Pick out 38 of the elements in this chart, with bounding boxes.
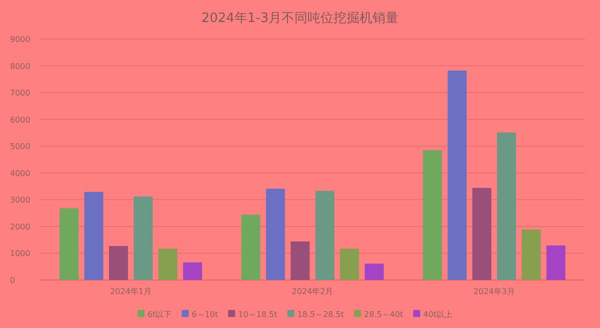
bar — [183, 262, 202, 280]
y-tick-label: 6000 — [10, 115, 30, 124]
y-tick-label: 4000 — [10, 168, 30, 178]
bar — [472, 188, 492, 280]
y-tick-label: 0 — [10, 276, 16, 285]
bar — [134, 196, 153, 280]
x-tick-label: 2024年3月 — [473, 287, 515, 296]
bar — [340, 248, 360, 280]
legend-label: 10～18.5t — [238, 310, 278, 319]
bar — [60, 208, 79, 280]
bar — [241, 214, 260, 280]
y-tick-label: 2000 — [10, 222, 30, 232]
y-tick-label: 3000 — [10, 196, 30, 205]
y-tick-label: 8000 — [10, 62, 30, 71]
chart-title: 2024年1-3月不同吨位挖掘机销量 — [201, 11, 399, 26]
legend-label: 6t以下 — [147, 310, 172, 319]
x-tick-label: 2024年1月 — [110, 287, 152, 296]
bar — [522, 229, 541, 280]
y-tick-label: 9000 — [10, 35, 30, 44]
bar — [422, 150, 442, 280]
legend-label: 18.5～28.5t — [297, 310, 344, 319]
y-tick-label: 7000 — [10, 88, 30, 98]
bar — [364, 264, 384, 280]
bar — [497, 132, 516, 280]
bar — [158, 248, 178, 280]
x-tick-label: 2024年2月 — [292, 287, 334, 296]
bar — [546, 245, 566, 280]
bar — [266, 188, 285, 280]
bar — [290, 241, 310, 280]
legend-label: 28.5～40t — [364, 310, 404, 319]
legend-label: 40t以上 — [423, 310, 453, 319]
bar — [84, 192, 104, 280]
y-tick-label: 5000 — [10, 142, 30, 152]
y-tick-label: 1000 — [10, 249, 30, 258]
bar — [448, 70, 467, 280]
bar — [315, 190, 334, 280]
legend-label: 6～10t — [192, 310, 218, 319]
bar — [108, 246, 128, 280]
